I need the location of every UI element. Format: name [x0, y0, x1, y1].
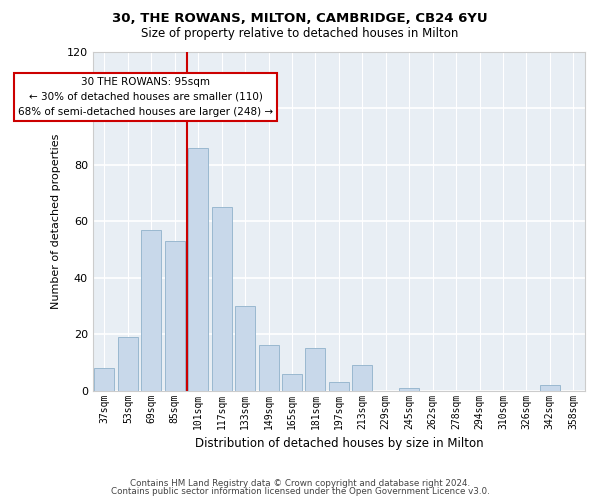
Bar — [305, 348, 325, 391]
Bar — [188, 148, 208, 390]
Text: 30 THE ROWANS: 95sqm
← 30% of detached houses are smaller (110)
68% of semi-deta: 30 THE ROWANS: 95sqm ← 30% of detached h… — [18, 77, 273, 116]
Text: Size of property relative to detached houses in Milton: Size of property relative to detached ho… — [142, 28, 458, 40]
Bar — [212, 207, 232, 390]
Bar — [352, 365, 372, 390]
Y-axis label: Number of detached properties: Number of detached properties — [51, 134, 61, 309]
X-axis label: Distribution of detached houses by size in Milton: Distribution of detached houses by size … — [194, 437, 483, 450]
Text: Contains HM Land Registry data © Crown copyright and database right 2024.: Contains HM Land Registry data © Crown c… — [130, 478, 470, 488]
Bar — [399, 388, 419, 390]
Bar — [540, 385, 560, 390]
Bar — [118, 337, 138, 390]
Bar — [282, 374, 302, 390]
Bar — [165, 241, 185, 390]
Bar — [142, 230, 161, 390]
Bar — [329, 382, 349, 390]
Text: Contains public sector information licensed under the Open Government Licence v3: Contains public sector information licen… — [110, 487, 490, 496]
Bar — [235, 306, 255, 390]
Bar — [259, 346, 278, 391]
Bar — [94, 368, 115, 390]
Text: 30, THE ROWANS, MILTON, CAMBRIDGE, CB24 6YU: 30, THE ROWANS, MILTON, CAMBRIDGE, CB24 … — [112, 12, 488, 26]
